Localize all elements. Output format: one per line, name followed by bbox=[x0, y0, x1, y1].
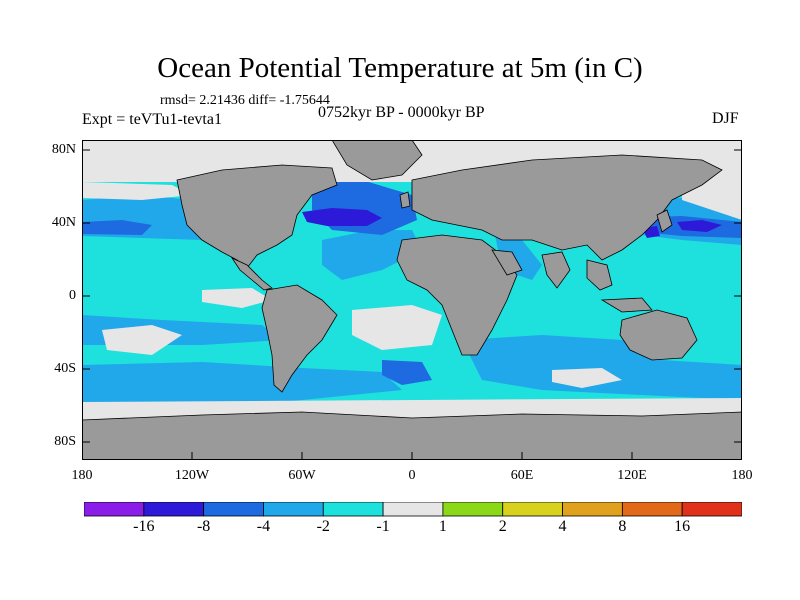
lat-tick-label: 40S bbox=[54, 361, 76, 376]
lat-tick-label: 40N bbox=[51, 215, 76, 230]
colorbar-label: -2 bbox=[316, 518, 330, 535]
anomaly-band-minus8 bbox=[302, 208, 722, 238]
colorbar-swatch bbox=[681, 502, 742, 517]
lon-tick-label: 180 bbox=[731, 468, 753, 483]
colorbar-label: -8 bbox=[196, 518, 211, 535]
lon-tick-label: 120E bbox=[617, 468, 647, 483]
colorbar-label: 1 bbox=[438, 518, 447, 535]
colorbar-swatch bbox=[562, 502, 623, 517]
colorbar-swatch bbox=[322, 502, 384, 517]
colorbar-swatch bbox=[382, 502, 444, 517]
colorbar-label: 2 bbox=[498, 518, 507, 535]
colorbar-swatch bbox=[263, 502, 324, 517]
colorbar-label: 4 bbox=[558, 518, 567, 535]
lon-tick-label: 60E bbox=[510, 468, 534, 483]
colorbar-swatch bbox=[621, 502, 683, 517]
period-label: 0752kyr BP - 0000kyr BP bbox=[318, 104, 485, 121]
map-title: Ocean Potential Temperature at 5m (in C) bbox=[157, 52, 643, 84]
lat-tick-label: 80S bbox=[54, 434, 76, 449]
lat-tick-label: 80N bbox=[51, 142, 76, 157]
lon-tick-label: 180 bbox=[71, 468, 93, 483]
lon-tick-label: 60W bbox=[288, 468, 316, 483]
colorbar-swatch bbox=[203, 502, 264, 517]
experiment-label: Expt = teVTu1-tevta1 bbox=[82, 111, 222, 128]
colorbar-label: -1 bbox=[376, 518, 390, 535]
axis-ticks bbox=[82, 149, 742, 460]
stats-label: rmsd= 2.21436 diff= -1.75644 bbox=[160, 93, 330, 108]
lon-tick-label: 0 bbox=[408, 468, 416, 483]
season-label: DJF bbox=[712, 110, 739, 127]
lat-tick-label: 0 bbox=[69, 288, 76, 303]
colorbar bbox=[84, 502, 742, 517]
colorbar-swatch bbox=[442, 502, 504, 517]
colorbar-label: -16 bbox=[133, 518, 155, 535]
colorbar-swatch bbox=[143, 502, 205, 517]
colorbar-label: -4 bbox=[256, 518, 271, 535]
colorbar-label: 8 bbox=[618, 518, 627, 535]
anomaly-map bbox=[82, 140, 742, 460]
colorbar-swatch bbox=[84, 502, 145, 517]
lon-tick-label: 120W bbox=[174, 468, 210, 483]
land-masses bbox=[82, 140, 742, 460]
colorbar-swatch bbox=[502, 502, 563, 517]
colorbar-label: 16 bbox=[674, 518, 691, 535]
